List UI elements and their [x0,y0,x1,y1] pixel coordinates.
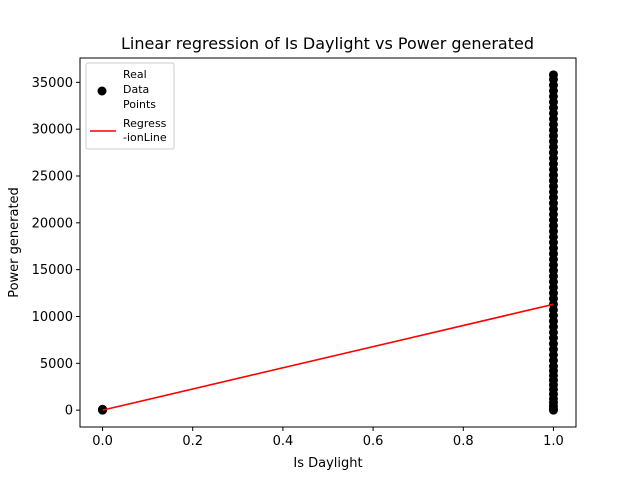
x-tick-label: 1.0 [543,434,564,449]
legend-label-line: -ionLine [123,131,167,144]
regression-line [102,303,554,411]
y-tick-label: 15000 [32,263,73,278]
y-tick-label: 30000 [32,123,73,138]
x-axis-label: Is Daylight [293,456,362,471]
legend-label-line: Regress [123,117,167,130]
legend-box [85,62,175,150]
y-tick-label: 0 [65,404,73,419]
x-axis-ticks: 0.0 0.2 0.4 0.6 0.8 1.0 [92,427,564,449]
y-axis-label: Power generated [7,187,22,298]
x-tick-label: 0.6 [363,434,384,449]
y-tick-label: 10000 [32,310,73,325]
y-tick-label: 20000 [32,216,73,231]
x-tick-label: 0.0 [92,434,113,449]
chart-title: Linear regression of Is Daylight vs Powe… [121,34,534,53]
legend-label-line: Points [123,98,156,111]
axes-frame [79,57,577,428]
y-tick-label: 5000 [40,357,73,372]
legend-label-line: Data [123,83,149,96]
x-tick-label: 0.8 [453,434,474,449]
y-tick-label: 25000 [32,170,73,185]
legend: Real Data Points Regress -ionLine [85,62,175,150]
y-axis-ticks: 0 5000 10000 15000 20000 25000 30000 35000 [32,76,80,419]
x-tick-label: 0.2 [182,434,203,449]
data-point [548,70,558,80]
legend-label-regression-line: Regress -ionLine [123,117,170,144]
data-point [98,404,108,414]
legend-label-real-data-points: Real Data Points [123,68,156,111]
plot-area [98,70,558,415]
y-tick-label: 35000 [32,76,73,91]
x-tick-label: 0.4 [273,434,294,449]
legend-marker-real-data-points [97,86,107,96]
legend-label-line: Real [123,68,147,81]
